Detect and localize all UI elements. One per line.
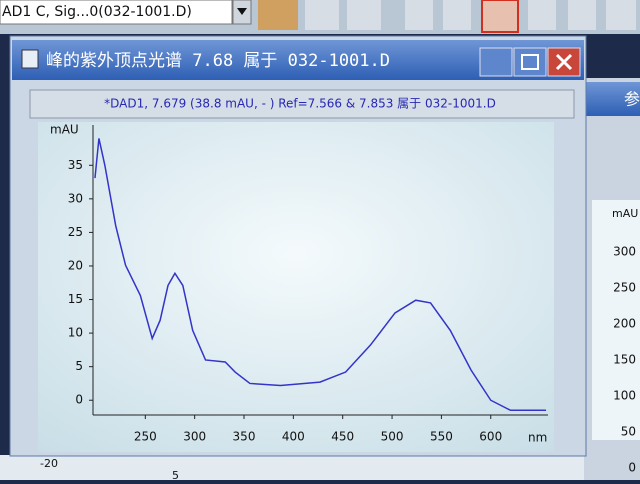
maximize-icon — [521, 54, 539, 70]
side-plot — [592, 200, 640, 440]
close-icon — [555, 53, 573, 71]
y-tick-label: 20 — [68, 258, 83, 272]
y-tick-label: 35 — [68, 158, 83, 172]
side-y-tick-label: 100 — [613, 389, 636, 403]
background-label: -20 — [40, 457, 58, 470]
tool-button[interactable] — [405, 0, 433, 30]
x-tick-label: 450 — [331, 430, 354, 444]
signal-dropdown[interactable] — [0, 0, 233, 25]
side-title: 参 — [624, 90, 640, 109]
tool-button[interactable] — [528, 0, 556, 30]
x-tick-label: 600 — [479, 430, 502, 444]
plot-panel — [38, 122, 554, 452]
x-tick-label: 550 — [430, 430, 453, 444]
background-label: 5 — [172, 469, 179, 480]
window-title: 峰的紫外顶点光谱 7.68 属于 032-1001.D — [46, 51, 390, 71]
side-title-bar — [586, 82, 640, 116]
tool-button[interactable] — [305, 0, 339, 30]
y-tick-label: 25 — [68, 225, 83, 239]
tool-button[interactable] — [258, 0, 298, 30]
tool-button[interactable] — [568, 0, 596, 30]
legend-box — [29, 89, 575, 119]
x-tick-label: 400 — [282, 430, 305, 444]
signal-text: AD1 C, Sig...0(032-1001.D) — [2, 4, 192, 20]
tool-button[interactable] — [347, 0, 381, 30]
y-tick-label: 0 — [75, 393, 83, 407]
x-tick-label: 300 — [183, 430, 206, 444]
background-chart — [0, 455, 584, 480]
minimize-button[interactable] — [479, 47, 513, 77]
tool-button[interactable] — [606, 0, 636, 30]
y-tick-label: 30 — [68, 191, 83, 205]
spectrum-line — [94, 138, 547, 412]
tool-button[interactable] — [443, 0, 471, 30]
y-tick-label: 5 — [75, 359, 83, 373]
toolbar-buttons — [258, 0, 636, 33]
x-tick-label: 500 — [381, 430, 404, 444]
side-y-tick-label: 300 — [613, 245, 636, 259]
side-y-label: mAU — [612, 207, 638, 220]
maximize-button[interactable] — [513, 47, 547, 77]
side-y-tick-label: 50 — [621, 425, 636, 439]
side-y-tick-label: 150 — [613, 353, 636, 367]
y-axis-label: mAU — [50, 123, 79, 137]
tool-button[interactable] — [481, 0, 519, 33]
side-y-tick-label: 250 — [613, 281, 636, 295]
y-tick-label: 10 — [68, 326, 83, 340]
x-tick-label: 350 — [233, 430, 256, 444]
side-y-tick-label: 0 — [628, 461, 636, 475]
y-tick-label: 15 — [68, 292, 83, 306]
x-tick-label: 250 — [134, 430, 157, 444]
x-axis-label: nm — [528, 431, 547, 445]
legend-text: *DAD1, 7.679 (38.8 mAU, - ) Ref=7.566 & … — [104, 97, 496, 111]
side-y-tick-label: 200 — [613, 317, 636, 331]
dropdown-arrow — [237, 8, 247, 15]
window-icon — [21, 49, 39, 69]
